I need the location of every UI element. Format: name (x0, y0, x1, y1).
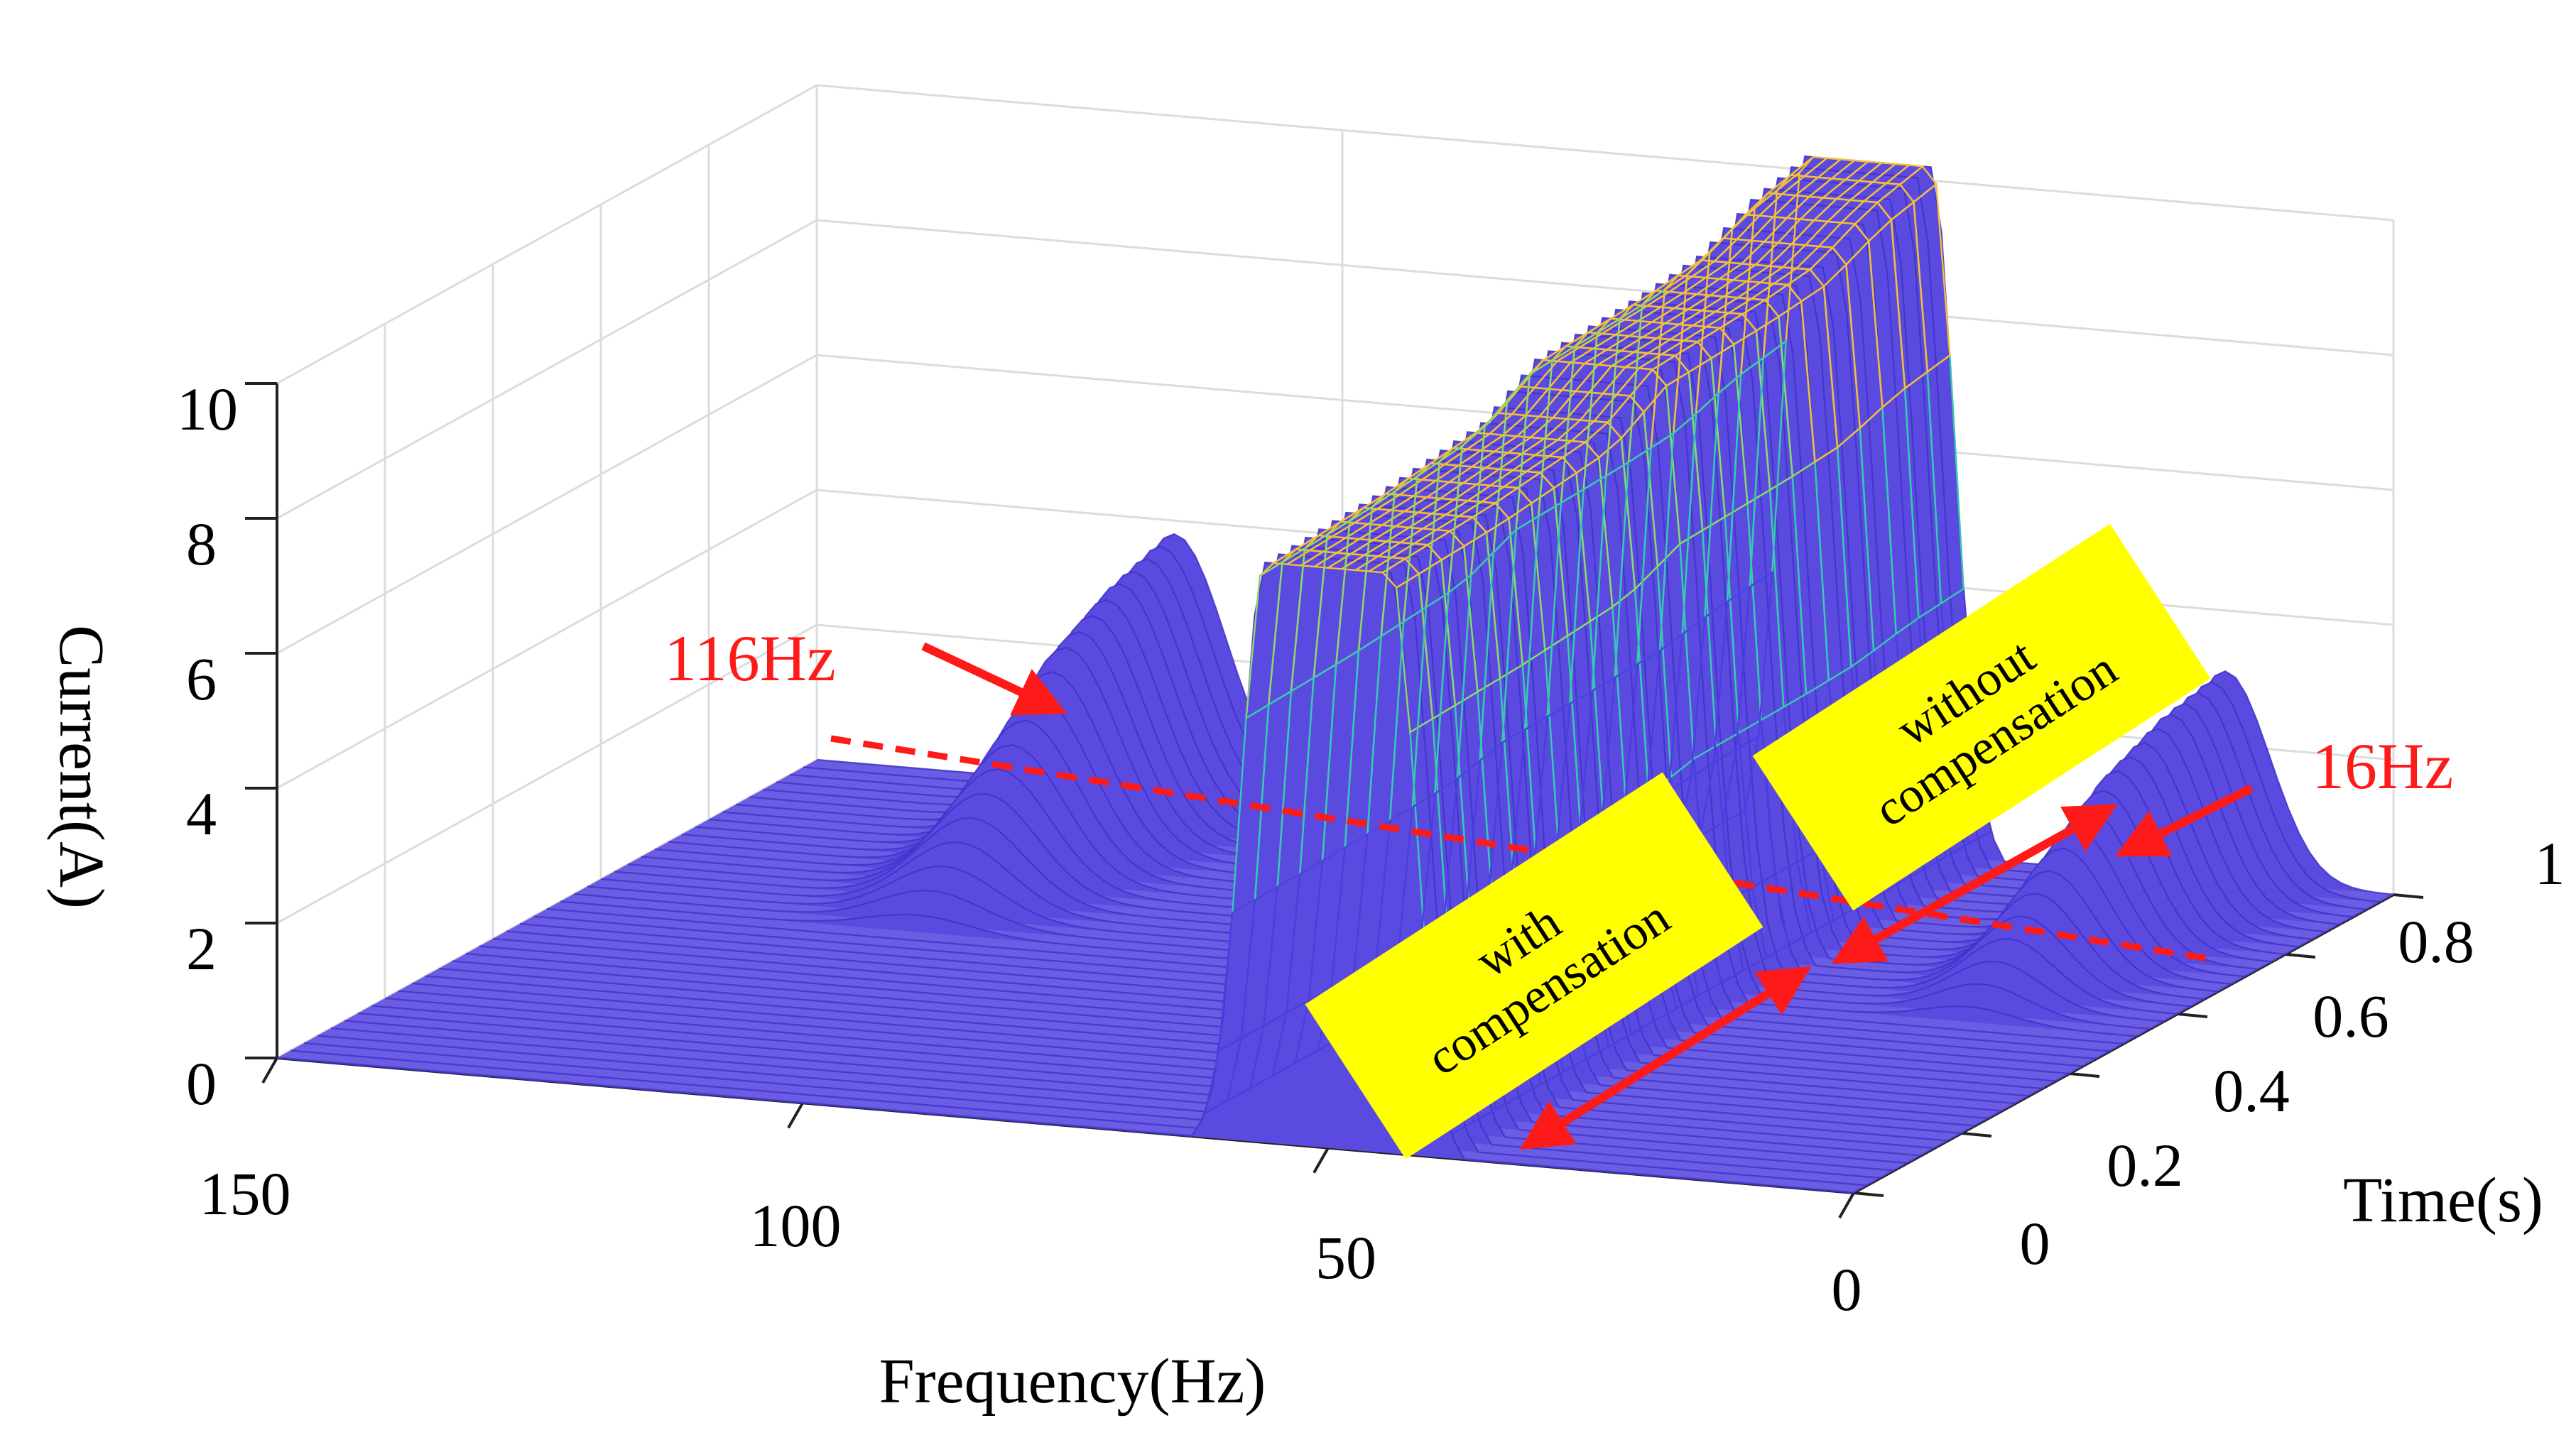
y-tick-label: 0.8 (2398, 907, 2474, 976)
z-tick-label: 10 (177, 375, 238, 443)
annotations: 116Hz 16Hz without compensation with com… (664, 523, 2453, 1160)
y-tick-label: 0.2 (2107, 1131, 2183, 1199)
x-axis-label: Frequency(Hz) (879, 1346, 1266, 1417)
x-tick (1313, 1147, 1330, 1174)
arrow-with-range (1519, 966, 1812, 1150)
y-tick (2069, 1072, 2100, 1078)
arrow-without-range (1831, 804, 2118, 964)
annotation-16hz: 16Hz (2312, 730, 2453, 802)
y-tick-label: 0.4 (2213, 1057, 2290, 1125)
grid-line (276, 84, 2394, 385)
z-tick-label: 4 (186, 780, 217, 848)
surface-strip (641, 301, 2218, 992)
z-tick-label: 0 (186, 1049, 217, 1118)
mesh-line (276, 561, 1854, 1194)
z-tick-label: 6 (186, 645, 217, 713)
with-compensation-box (1305, 772, 1763, 1160)
x-tick (261, 1057, 278, 1084)
arrow-116hz (921, 642, 1067, 716)
x-tick-label: 100 (750, 1191, 842, 1260)
x-tick (1838, 1192, 1855, 1218)
y-tick-label: 0.6 (2313, 982, 2389, 1050)
grid-line (276, 219, 2394, 520)
y-tick (2285, 953, 2316, 959)
x-tick-label: 50 (1315, 1223, 1376, 1292)
y-tick-label: 1 (2535, 829, 2565, 898)
x-tick (787, 1102, 804, 1129)
z-tick-label: 2 (186, 915, 217, 983)
without-compensation-box (1752, 523, 2211, 911)
chart-marks (830, 642, 2254, 1150)
y-tick-label: 0 (2020, 1209, 2050, 1277)
y-tick (1853, 1191, 1884, 1197)
y-axis-label: Time(s) (2343, 1165, 2543, 1236)
z-tick-label: 8 (186, 510, 217, 578)
y-tick (1961, 1132, 1992, 1138)
annotation-116hz: 116Hz (664, 622, 836, 694)
mesh-line (290, 553, 1868, 1187)
mesh-line (303, 545, 1881, 1179)
x-tick-label: 0 (1832, 1255, 1862, 1324)
arrow-16hz (2114, 784, 2254, 857)
x-tick-label: 150 (200, 1160, 291, 1228)
surface-strip (628, 309, 2205, 999)
y-tick (2393, 893, 2424, 899)
surface-strip (655, 293, 2232, 985)
axis-labels: Frequency(Hz) Time(s) Current(A) 150 100… (46, 375, 2565, 1417)
wall-cell (1721, 734, 1760, 825)
y-tick (2177, 1013, 2208, 1018)
z-axis-label: Current(A) (46, 625, 116, 909)
